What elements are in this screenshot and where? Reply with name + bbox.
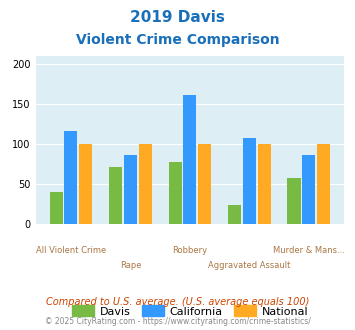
Text: Aggravated Assault: Aggravated Assault	[208, 261, 291, 270]
Bar	[258, 144, 271, 224]
Bar	[139, 144, 152, 224]
Bar	[109, 167, 122, 224]
Bar	[79, 144, 92, 224]
Text: All Violent Crime: All Violent Crime	[36, 246, 106, 255]
Legend: Davis, California, National: Davis, California, National	[67, 301, 312, 321]
Text: Violent Crime Comparison: Violent Crime Comparison	[76, 33, 279, 47]
Text: Murder & Mans...: Murder & Mans...	[273, 246, 345, 255]
Text: Rape: Rape	[120, 261, 141, 270]
Bar	[302, 155, 316, 224]
Bar	[198, 144, 211, 224]
Bar	[50, 191, 62, 224]
Bar	[288, 178, 301, 224]
Bar	[243, 138, 256, 224]
Text: © 2025 CityRating.com - https://www.cityrating.com/crime-statistics/: © 2025 CityRating.com - https://www.city…	[45, 317, 310, 326]
Bar	[317, 144, 330, 224]
Bar	[184, 95, 196, 224]
Text: Robbery: Robbery	[173, 246, 207, 255]
Bar	[228, 205, 241, 224]
Text: Compared to U.S. average. (U.S. average equals 100): Compared to U.S. average. (U.S. average …	[46, 297, 309, 307]
Bar	[64, 131, 77, 224]
Bar	[124, 155, 137, 224]
Bar	[169, 162, 182, 224]
Text: 2019 Davis: 2019 Davis	[130, 10, 225, 25]
